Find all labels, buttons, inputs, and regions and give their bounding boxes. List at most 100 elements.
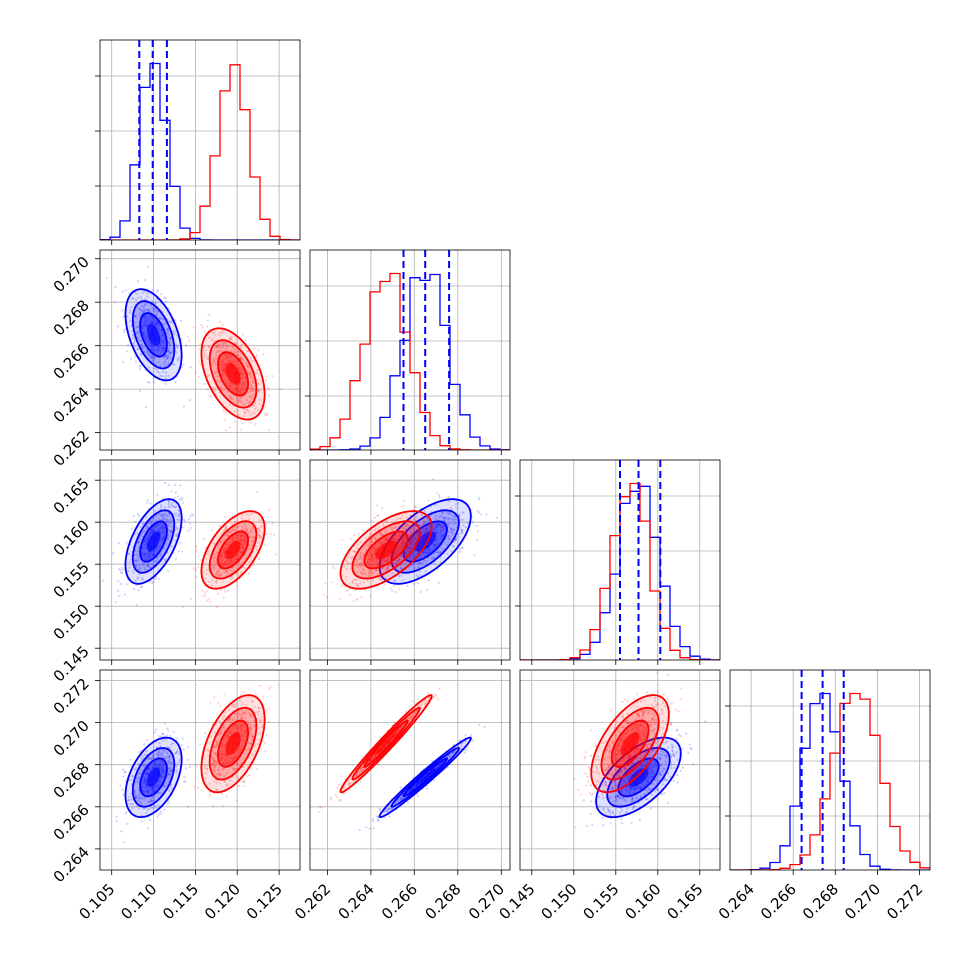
sample-point [432,543,436,547]
sample-point [150,356,153,359]
sample-point [146,313,149,316]
sample-point [144,323,147,326]
sample-point [346,563,349,566]
sample-point [228,360,231,363]
sample-point [384,538,388,542]
sample-point [226,589,229,592]
sample-point [370,519,373,522]
sample-point [225,353,228,356]
sample-point [397,532,400,535]
sample-point [242,547,245,551]
sample-point [389,554,392,557]
sample-point [255,356,258,359]
sample-point [183,520,187,523]
sample-point [393,526,396,529]
sample-point [395,537,398,540]
sample-point [141,782,144,785]
sample-point [198,360,201,363]
sample-point [435,524,438,527]
sample-point [397,546,400,549]
sample-point [393,538,396,541]
cloud-blue [360,478,499,594]
sample-point [165,353,168,357]
sample-point [221,383,224,386]
sample-point [370,555,373,558]
sample-point [244,534,247,537]
sample-point [217,701,220,704]
sample-point [147,772,150,775]
sample-point [148,534,151,538]
sample-point [238,363,241,366]
sample-point [372,579,375,582]
sample-point [152,551,155,554]
sample-point [150,786,153,790]
sample-point [153,358,156,361]
sample-point [258,533,261,537]
sample-point [421,537,424,540]
sample-point [243,523,246,526]
sample-point [236,534,239,537]
sample-point [179,541,182,544]
sample-point [223,547,226,550]
sample-point [441,525,444,528]
sample-point [213,696,216,699]
sample-point [213,389,216,392]
sample-point [159,513,162,516]
sample-point [164,481,167,484]
sample-point [418,561,421,564]
sample-point [244,376,247,379]
sample-point [237,556,240,559]
sample-point [263,544,266,547]
sample-point [211,805,215,808]
sample-point [258,389,261,392]
sample-point [161,527,164,530]
sample-point [169,758,172,762]
sample-point [440,538,443,541]
sample-point [222,596,225,600]
sample-point [378,564,381,567]
sample-point [137,568,140,571]
sample-point [164,355,167,358]
sample-point [170,521,173,524]
sample-point [407,543,410,546]
sample-point [134,796,137,799]
sample-point [244,539,247,543]
sample-point [433,533,436,536]
sample-point [141,769,144,772]
sample-point [150,529,154,532]
sample-point [212,357,215,360]
sample-point [416,531,419,535]
sample-point [227,531,230,534]
sample-point [221,323,224,326]
sample-point [132,514,135,518]
sample-point [396,546,399,549]
sample-point [446,522,449,526]
x-tick-label: 0.125 [243,880,286,923]
sample-point [146,827,150,830]
sample-point [241,368,244,371]
sample-point [139,365,142,368]
sample-point [476,530,480,533]
sample-point [495,516,499,519]
sample-point [230,569,233,572]
sample-point [164,363,167,366]
contour-blue [124,288,183,382]
sample-point [401,540,404,544]
sample-point [203,538,206,541]
sample-point [168,352,171,355]
sample-point [167,773,170,776]
sample-point [434,537,437,541]
sample-point [158,813,161,816]
sample-point [359,582,362,585]
sample-point [147,791,150,794]
sample-point [336,795,339,798]
sample-point [447,535,450,538]
sample-point [251,526,254,529]
sample-point [225,570,228,573]
sample-point [398,588,401,591]
sample-point [225,527,228,530]
sample-point [177,358,180,361]
sample-point [152,766,155,769]
sample-point [476,510,479,513]
sample-point [390,535,393,538]
